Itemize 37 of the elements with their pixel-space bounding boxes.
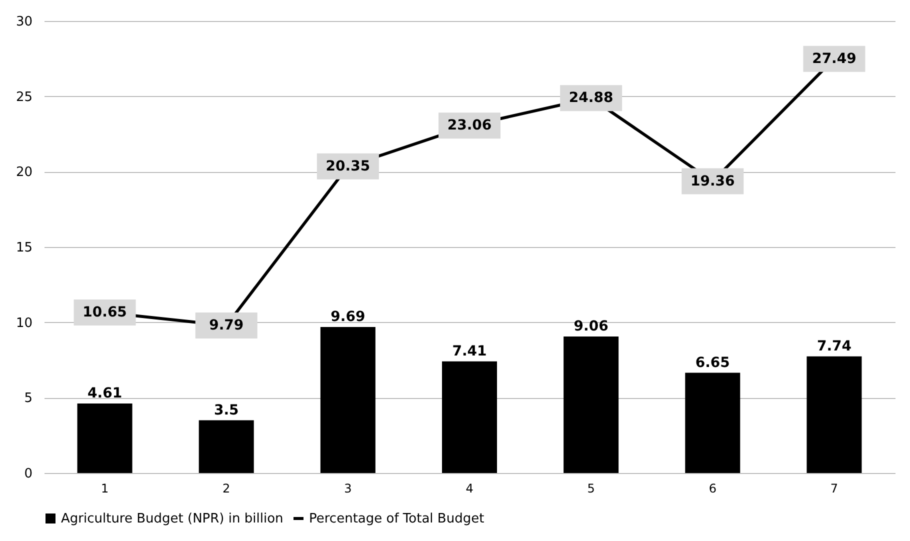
data-label: 9.69 <box>330 309 366 326</box>
y-tick-label: 25 <box>16 90 32 105</box>
bar <box>320 327 376 473</box>
bar <box>198 420 254 473</box>
x-tick-label: 3 <box>344 482 352 496</box>
data-label: 7.41 <box>452 343 487 360</box>
bar <box>806 356 862 473</box>
data-label: 4.61 <box>88 386 122 402</box>
bar <box>442 361 497 473</box>
data-label: 23.06 <box>447 118 492 134</box>
y-tick-label: 5 <box>24 391 32 406</box>
y-tick-label: 10 <box>16 316 32 331</box>
data-label: 7.74 <box>816 338 852 354</box>
x-tick-label: 6 <box>708 482 716 496</box>
y-tick-label: 30 <box>16 14 32 30</box>
x-tick-label: 5 <box>587 482 595 496</box>
x-tick-label: 4 <box>466 482 474 496</box>
data-label: 9.06 <box>574 318 608 334</box>
data-label: 3.5 <box>214 402 239 418</box>
data-label: 20.35 <box>326 158 370 174</box>
bar <box>564 336 619 473</box>
data-label: 10.65 <box>82 304 127 321</box>
data-label: 19.36 <box>690 173 735 190</box>
x-tick-label: 2 <box>222 482 230 496</box>
x-tick-label: 7 <box>830 482 838 496</box>
bar <box>685 372 740 473</box>
y-tick-label: 15 <box>16 240 32 256</box>
data-label: 9.79 <box>209 317 244 334</box>
bar <box>77 404 132 473</box>
x-tick-label: 1 <box>100 482 109 496</box>
data-label: 6.65 <box>695 354 730 371</box>
data-label: 24.88 <box>568 90 614 106</box>
data-label: 27.49 <box>812 50 856 67</box>
legend-label: Agriculture Budget (NPR) in billion <box>61 512 284 526</box>
y-tick-label: 0 <box>24 466 32 482</box>
y-tick-label: 20 <box>16 165 32 180</box>
legend-label: Percentage of Total Budget <box>309 512 484 526</box>
